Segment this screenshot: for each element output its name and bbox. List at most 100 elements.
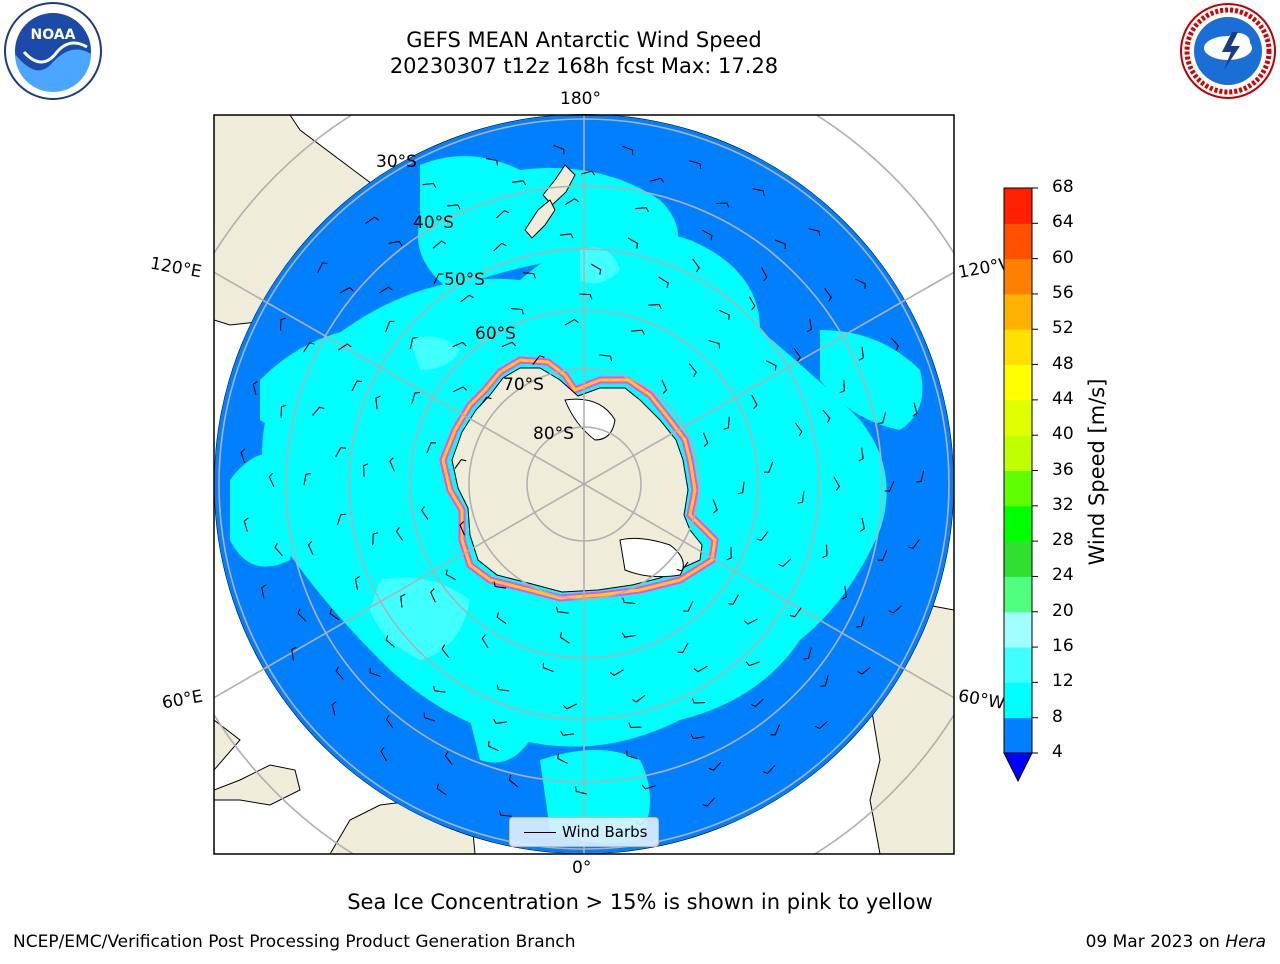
- wind-barb: [389, 457, 395, 472]
- wind-barb: [692, 258, 700, 273]
- wind-barb: [496, 612, 507, 625]
- wind-barb: [297, 608, 307, 622]
- colorbar-tick-label: 4: [1052, 742, 1063, 762]
- colorbar-tick-label: 28: [1052, 530, 1074, 551]
- wind-barb: [916, 470, 925, 483]
- wind-barb: [907, 539, 920, 549]
- colorbar-tick-label: 68: [1052, 177, 1074, 197]
- footer-date-text: 09 Mar 2023 on: [1085, 932, 1226, 952]
- footer-date: 09 Mar 2023 on Hera: [1086, 932, 1266, 952]
- lat-label-70s: 70°S: [503, 375, 544, 395]
- wind-barb: [702, 797, 715, 807]
- wind-barb: [877, 549, 888, 561]
- wind-barb: [824, 288, 832, 302]
- wind-barb: [691, 698, 706, 704]
- wind-barb: [599, 354, 613, 362]
- wind-barb: [859, 517, 866, 532]
- wind-barb: [335, 666, 344, 680]
- wind-barb: [761, 267, 768, 282]
- wind-barb: [388, 240, 403, 246]
- wind-barb: [820, 674, 829, 687]
- wind-barb: [485, 157, 499, 166]
- wind-barb: [510, 308, 524, 315]
- wind-barb: [751, 394, 758, 410]
- wind-barb: [884, 480, 895, 492]
- wind-barb: [446, 204, 461, 210]
- wind-barb: [307, 540, 314, 556]
- lon-label-180: 180°: [560, 89, 601, 109]
- wind-barb: [395, 526, 404, 541]
- wind-barb: [331, 701, 337, 716]
- footer-host: Hera: [1225, 932, 1266, 952]
- colorbar-tick-label: 32: [1052, 494, 1074, 515]
- sea-ice-note: Sea Ice Concentration > 15% is shown in …: [347, 890, 933, 914]
- wind-barb: [385, 714, 394, 729]
- colorbar-label: Wind Speed [m/s]: [1085, 378, 1109, 566]
- wind-barb: [677, 642, 689, 654]
- wind-barb: [445, 569, 457, 581]
- wind-barb: [650, 177, 665, 183]
- wind-barb: [756, 531, 769, 541]
- colorbar-segment: [1004, 293, 1032, 330]
- wind-barb: [635, 207, 649, 213]
- wind-barb: [609, 669, 624, 677]
- wind-barb: [890, 337, 900, 351]
- wind-barbs-legend: Wind Barbs: [509, 817, 659, 847]
- wind-barb: [409, 336, 418, 350]
- wind-barb: [797, 491, 805, 504]
- wind-barb: [426, 442, 437, 454]
- wind-barb: [261, 584, 267, 599]
- colorbar-tick-label: 52: [1052, 318, 1074, 339]
- wind-barb: [553, 144, 565, 155]
- wind-barb: [559, 233, 574, 239]
- wind-barb: [329, 608, 340, 621]
- wind-barb: [803, 647, 812, 660]
- colorbar-tick-label: 12: [1052, 671, 1074, 692]
- wind-barb: [752, 188, 765, 196]
- colorbar-segment: [1004, 435, 1032, 471]
- wind-barb: [564, 198, 579, 206]
- colorbar-segment: [1004, 611, 1032, 648]
- colorbar-segment: [1004, 258, 1032, 295]
- wind-barb: [743, 618, 758, 625]
- wind-barb: [372, 532, 379, 546]
- lat-label-60s: 60°S: [475, 324, 516, 344]
- lat-label-30s: 30°S: [376, 152, 417, 172]
- wind-barb: [562, 703, 578, 710]
- wind-barb: [488, 741, 499, 752]
- colorbar-tick-label: 60: [1052, 247, 1074, 268]
- wind-barb: [452, 386, 468, 393]
- wind-barb: [857, 666, 871, 675]
- wind-barb: [765, 360, 777, 371]
- wind-barb: [641, 784, 656, 790]
- wind-barb: [252, 380, 258, 396]
- legend-line: [524, 832, 556, 833]
- wind-barb: [243, 517, 249, 532]
- wind-barb: [622, 597, 636, 605]
- wind-barb: [337, 343, 352, 351]
- wind-barb: [436, 783, 447, 796]
- wind-barb: [280, 404, 287, 418]
- wind-barb: [421, 506, 429, 520]
- wind-barb: [498, 810, 512, 817]
- colorbar-extend: [1003, 752, 1033, 783]
- wind-barb: [559, 632, 570, 644]
- wind-barb: [430, 588, 436, 603]
- wind-barb: [400, 593, 406, 608]
- wind-barb: [459, 521, 466, 536]
- wind-barb: [648, 303, 662, 310]
- wind-barb: [858, 346, 864, 361]
- wind-barb: [496, 684, 510, 692]
- wind-barb: [454, 458, 467, 469]
- colorbar-tick-label: 24: [1052, 565, 1074, 586]
- wind-barb: [385, 635, 395, 648]
- colorbar-tick-label: 16: [1052, 636, 1074, 657]
- colorbar-tick-label: 20: [1052, 600, 1074, 621]
- wind-barb: [460, 294, 474, 303]
- wind-barb: [590, 263, 602, 275]
- wind-barb: [690, 733, 705, 740]
- wind-barb: [750, 698, 764, 708]
- colorbar-segment: [1004, 541, 1032, 577]
- colorbar-segment: [1004, 188, 1032, 224]
- wind-barb: [841, 585, 847, 600]
